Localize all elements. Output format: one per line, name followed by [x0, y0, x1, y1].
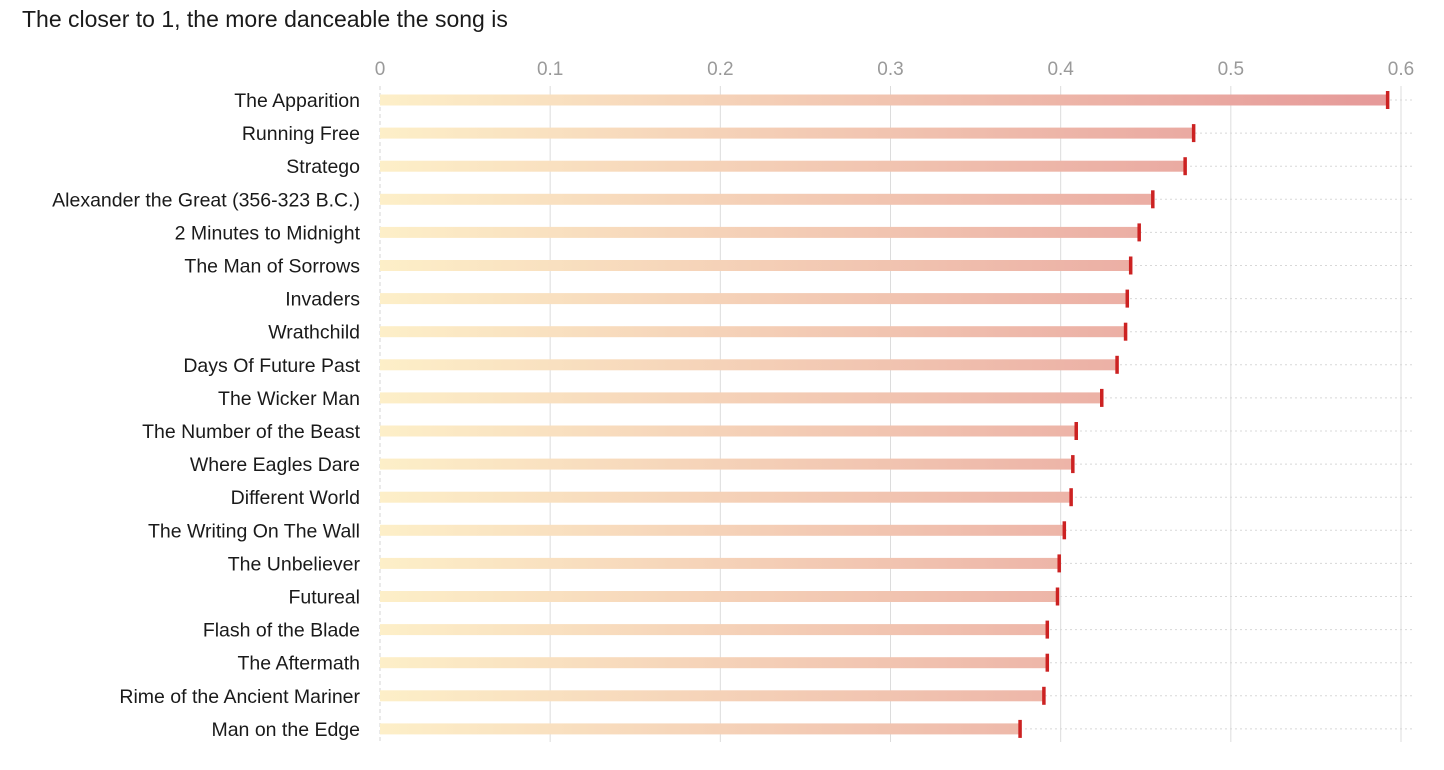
bar-end-marker — [1074, 422, 1078, 440]
bar-end-marker — [1071, 455, 1075, 474]
x-axis: 0 0.1 0.2 0.3 0.4 0.5 0.6 — [375, 59, 1415, 80]
category-label: Alexander the Great (356-323 B.C.) — [52, 189, 360, 211]
bar — [380, 557, 1059, 569]
category-label: The Wicker Man — [218, 388, 360, 410]
category-label: The Aftermath — [238, 653, 360, 675]
bar-end-marker — [1385, 91, 1390, 109]
category-label: Rime of the Ancient Mariner — [119, 686, 360, 708]
bar — [380, 657, 1048, 669]
bar — [380, 160, 1185, 172]
x-tick-label: 0.3 — [877, 59, 903, 80]
bar-end-marker — [1123, 322, 1128, 341]
bar — [380, 326, 1126, 338]
category-label: The Writing On The Wall — [148, 520, 360, 542]
category-label: The Number of the Beast — [142, 421, 360, 443]
category-label: The Apparition — [234, 90, 360, 112]
bar-end-marker — [1062, 521, 1067, 540]
bar — [380, 226, 1139, 238]
bar-end-marker — [1191, 124, 1196, 143]
x-tick-label: 0 — [375, 59, 386, 80]
bar-end-marker — [1018, 719, 1022, 738]
bar — [380, 193, 1153, 205]
bar-end-marker — [1042, 686, 1046, 705]
bar — [380, 690, 1044, 702]
category-label: The Unbeliever — [228, 553, 361, 575]
category-label: The Man of Sorrows — [184, 256, 360, 278]
category-label: Running Free — [242, 123, 360, 145]
chart-title: The closer to 1, the more danceable the … — [22, 6, 508, 32]
category-label: Different World — [231, 487, 360, 509]
bar-end-marker — [1183, 157, 1187, 176]
bar — [380, 524, 1065, 536]
bar-end-marker — [1100, 388, 1104, 407]
bar — [380, 94, 1388, 106]
bar-end-marker — [1057, 554, 1061, 573]
bar — [380, 392, 1102, 404]
bar — [380, 293, 1128, 305]
bar — [380, 624, 1048, 636]
bar-end-marker — [1137, 223, 1141, 242]
category-label: Stratego — [286, 156, 360, 178]
category-label: Futureal — [288, 587, 360, 609]
bars — [380, 91, 1390, 738]
bar-end-marker — [1151, 190, 1155, 209]
category-label: 2 Minutes to Midnight — [175, 222, 361, 244]
x-tick-label: 0.2 — [707, 59, 733, 80]
bar — [380, 458, 1073, 470]
category-label: Flash of the Blade — [203, 620, 360, 642]
bar — [380, 491, 1071, 503]
category-label: Invaders — [285, 289, 360, 311]
category-labels: The Apparition Running Free Stratego Alexan… — [52, 90, 360, 741]
bar-end-marker — [1045, 620, 1050, 639]
x-tick-label: 0.6 — [1388, 59, 1414, 80]
grid-layer — [379, 86, 1402, 742]
bar — [380, 723, 1020, 735]
bar-end-marker — [1125, 289, 1130, 308]
bar — [380, 127, 1194, 139]
x-tick-label: 0.5 — [1218, 59, 1244, 80]
bar-end-marker — [1128, 256, 1133, 275]
category-label: Where Eagles Dare — [190, 454, 360, 476]
bar — [380, 260, 1131, 271]
category-label: Days Of Future Past — [183, 355, 360, 377]
bar — [380, 591, 1058, 602]
bar-end-marker — [1055, 587, 1060, 606]
bar-end-marker — [1045, 653, 1050, 672]
category-label: Man on the Edge — [211, 719, 360, 741]
bar-end-marker — [1069, 488, 1073, 507]
bar — [380, 425, 1076, 437]
x-tick-label: 0.4 — [1047, 59, 1074, 80]
x-tick-label: 0.1 — [537, 59, 563, 80]
bar — [380, 359, 1117, 371]
bar-end-marker — [1115, 355, 1119, 374]
category-label: Wrathchild — [268, 322, 360, 344]
